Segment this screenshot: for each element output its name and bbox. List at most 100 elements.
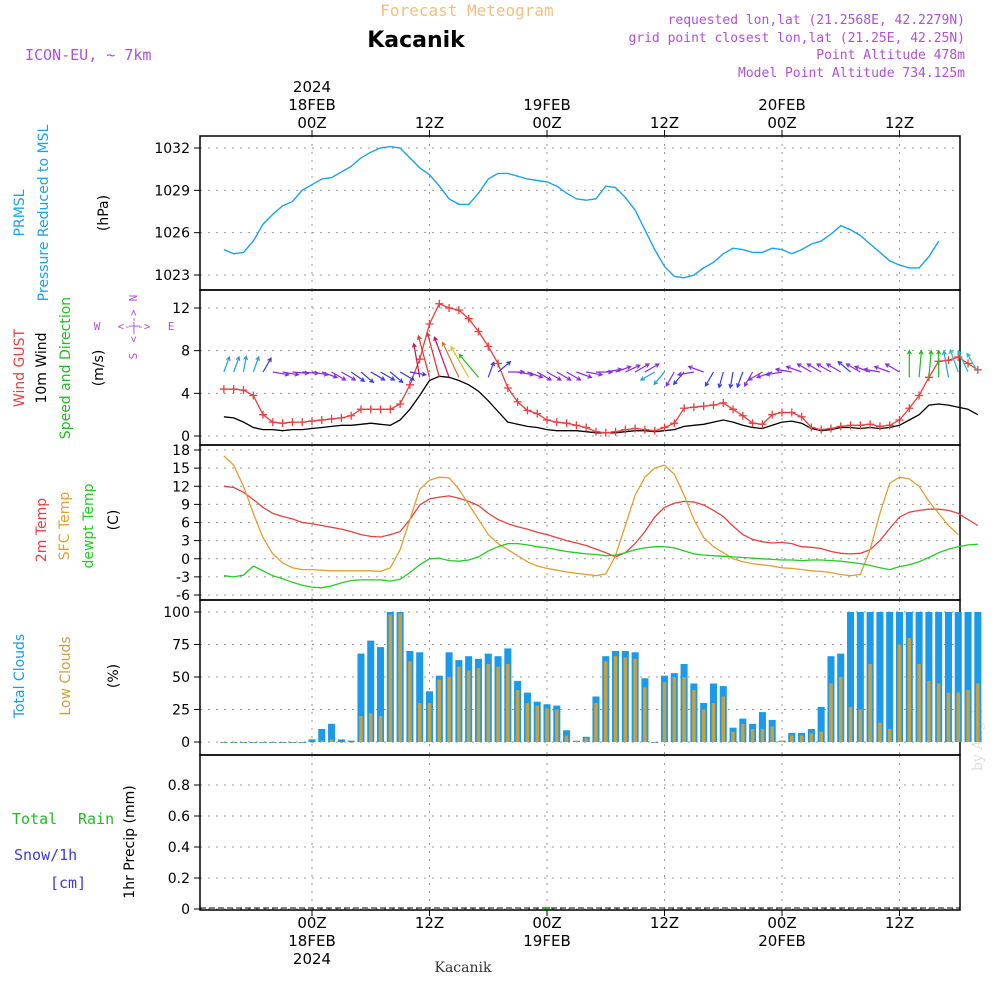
wind-gust-point (249, 391, 258, 400)
wind-direction-arrow (441, 341, 460, 378)
wind-direction-arrow (957, 349, 969, 373)
total-clouds-bar (974, 612, 982, 742)
total-clouds-bar (357, 653, 365, 742)
wind-gust-point (317, 416, 326, 424)
low-clouds-bar (956, 692, 961, 742)
wind-direction-arrow (233, 355, 241, 373)
wind-direction-arrow (242, 355, 249, 373)
wind-gust-point (523, 406, 532, 415)
low-clouds-bar (545, 708, 549, 742)
wind-direction-arrow (634, 363, 651, 373)
wind-direction-arrow (223, 355, 231, 373)
total-clouds-bar (367, 640, 375, 742)
label-total-clouds: Total Clouds (12, 634, 28, 719)
ytick-label-precipitation: 0.8 (168, 778, 190, 794)
temp-dewpt-line (223, 542, 978, 589)
wind-gust-point (356, 405, 365, 414)
low-clouds-bar (721, 696, 726, 742)
wind-direction-arrow (595, 369, 614, 375)
wind-gust-line (223, 302, 979, 434)
wind-gust-point (768, 410, 777, 419)
label-low-clouds: Low Clouds (58, 636, 74, 715)
panel-frame-pressure (199, 135, 961, 291)
wind-direction-arrow (331, 371, 347, 381)
ytick-label-wind: 4 (181, 386, 190, 402)
time-bottom-label: 00Z (297, 914, 326, 932)
low-clouds-bar (427, 703, 432, 742)
low-clouds-bar (976, 683, 980, 742)
low-clouds-bar (878, 722, 882, 742)
wind-gust-point (562, 419, 571, 428)
low-clouds-bar (672, 677, 677, 742)
low-clouds-bar (613, 656, 618, 742)
wind-direction-arrow (837, 360, 851, 373)
low-clouds-bar (271, 741, 275, 743)
wind-gust-point (484, 342, 493, 351)
label-dewpt-temp: dewpt Temp (81, 483, 97, 568)
wind-gust-point (601, 428, 610, 437)
low-clouds-bar (741, 723, 745, 742)
wind-direction-arrow (507, 369, 526, 375)
ytick-label-temperature: 6 (181, 516, 190, 532)
ytick-label-temperature: 3 (181, 534, 190, 550)
total-clouds-bar (318, 729, 326, 742)
wind-direction-arrow (639, 371, 656, 381)
low-clouds-bar (329, 739, 334, 742)
low-clouds-bar (261, 741, 265, 743)
low-clouds-bar (711, 703, 716, 742)
wind-direction-arrow (389, 371, 404, 384)
label-total: Total (12, 810, 57, 828)
wind-gust-point (445, 304, 454, 312)
ytick-label-temperature: 9 (181, 497, 190, 513)
low-clouds-bar (603, 661, 608, 742)
wind-gust-point (278, 419, 287, 428)
wind-gust-point (729, 405, 738, 414)
wind-direction-arrow (949, 348, 959, 373)
wind-gust-point (572, 421, 581, 430)
date-top-label: 18FEB (288, 96, 335, 114)
low-clouds-bar (368, 713, 373, 742)
date-bottom-label: 19FEB (523, 932, 570, 950)
footer-location: Kacanik (435, 960, 492, 976)
wind-gust-point (738, 411, 747, 420)
wind-direction-arrow (873, 365, 890, 373)
rain-bar (544, 907, 550, 909)
ytick-label-temperature: -6 (176, 588, 190, 604)
low-clouds-bar (222, 741, 226, 743)
ytick-label-clouds: 0 (181, 735, 190, 751)
wind-gust-point (366, 405, 375, 414)
time-bottom-label: 12Z (650, 914, 679, 932)
low-clouds-bar (359, 716, 363, 742)
time-top-label: 00Z (297, 114, 326, 132)
wind-direction-arrow (311, 371, 329, 377)
wind-direction-arrow (785, 365, 802, 373)
wind-gust-point (543, 416, 551, 424)
wind-gust-point (748, 419, 757, 428)
wind-direction-arrow (497, 360, 512, 373)
wind-direction-arrow (845, 363, 861, 373)
wind-direction-arrow (862, 367, 881, 373)
low-clouds-bar (574, 740, 579, 742)
wind-gust-point (268, 418, 277, 427)
wind-gust-point (425, 320, 434, 328)
wind-gust-point (709, 401, 718, 410)
wind-gust-point (699, 402, 708, 411)
wind-gust-point (797, 412, 806, 421)
ytick-label-clouds: 25 (172, 703, 190, 719)
wind-gust-point (308, 417, 316, 426)
compass-w: W (94, 320, 101, 333)
ytick-label-precipitation: 0 (181, 902, 190, 918)
ytick-label-pressure: 1026 (154, 226, 190, 242)
date-bottom-label: 20FEB (758, 932, 805, 950)
low-clouds-bar (848, 706, 853, 742)
wind-direction-arrow (409, 371, 427, 377)
temp-sfc-line (223, 455, 959, 577)
wind-gust-point (670, 419, 679, 428)
low-clouds-bar (731, 731, 735, 742)
wind-direction-arrow (918, 349, 924, 378)
low-clouds-bar (447, 677, 451, 742)
low-clouds-bar (466, 670, 471, 742)
low-clouds-bar (760, 729, 765, 742)
wind-direction-arrow (380, 371, 396, 381)
wind-gust-point (856, 421, 865, 430)
